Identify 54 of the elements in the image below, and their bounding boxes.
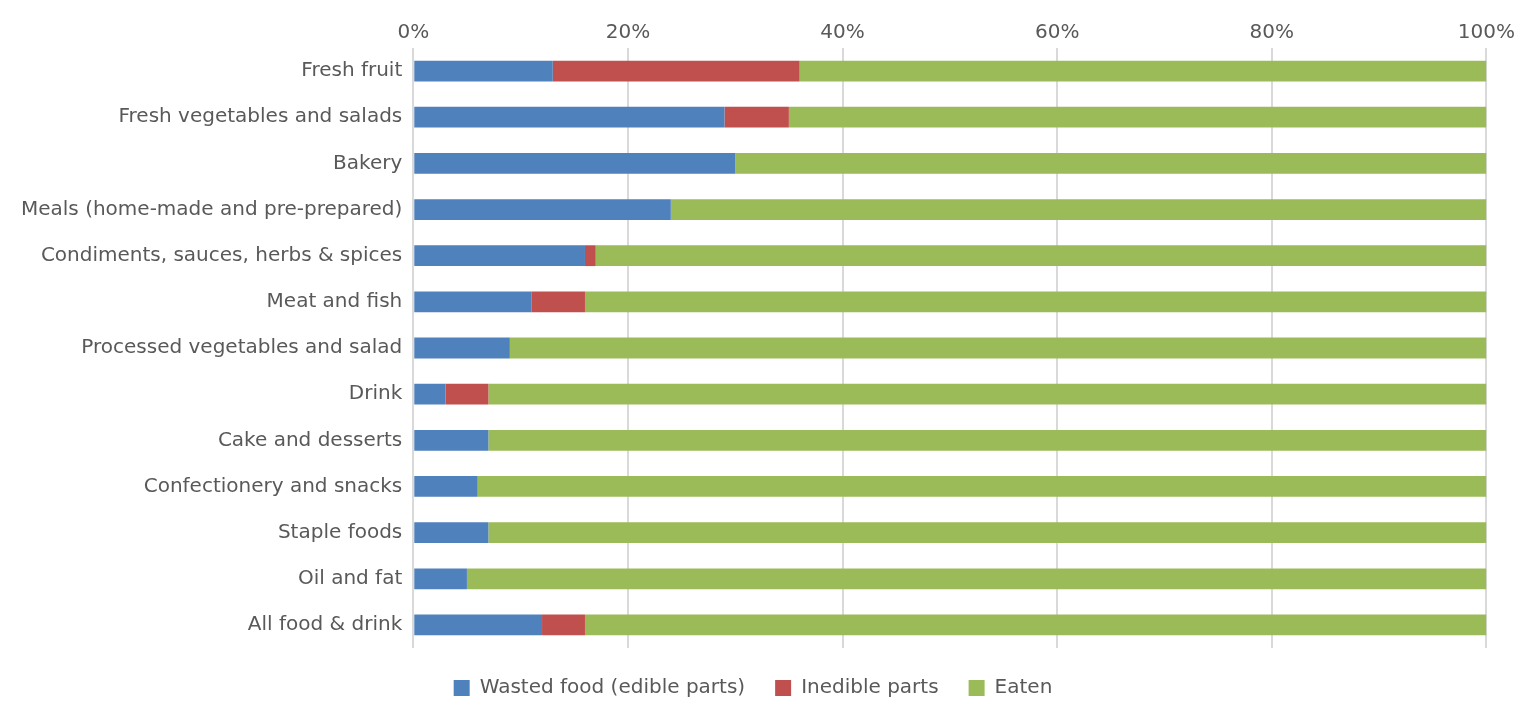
bar [724,106,789,128]
bar [414,153,736,174]
y-tick-label: Staple foods [277,518,403,543]
bar [414,568,467,590]
y-tick-label: Condiments, sauces, herbs & spices [40,241,403,266]
bar [735,153,1487,174]
y-tick-label: Fresh vegetables and salads [118,103,403,128]
y-tick-label: Cake and desserts [217,426,403,451]
legend-label: Inedible parts [801,674,939,699]
y-tick-label: Processed vegetables and salad [81,334,403,359]
bar [414,245,585,267]
bar [788,106,1487,128]
y-tick-label: Meat and fish [266,288,403,313]
bar [595,245,1487,267]
y-tick-label: Drink [348,380,403,405]
bar [414,106,725,128]
legend-label: Wasted food (edible parts) [479,674,746,699]
x-tick-label: 80% [1249,19,1295,44]
bar [414,337,510,359]
x-tick-label: 0% [397,19,430,44]
x-tick-label: 100% [1457,19,1515,44]
y-tick-label: Oil and fat [297,564,403,589]
bar [799,60,1487,82]
x-tick-label: 20% [605,19,651,44]
x-tick-label: 60% [1034,19,1080,44]
y-tick-label: Confectionery and snacks [143,472,403,497]
bar [414,522,489,543]
bar [552,60,800,82]
bar [531,291,585,313]
y-tick-label: All food & drink [247,611,403,636]
bar [477,476,1487,497]
bar [414,614,543,636]
x-tick-label: 40% [820,19,865,44]
y-tick-label: Fresh fruit [301,57,403,82]
y-tick-label: Bakery [333,149,403,174]
bar [488,522,1487,543]
bar [488,429,1487,451]
bar [414,199,671,220]
bar [414,429,489,451]
bar [670,199,1487,220]
bar [542,614,585,636]
bar [414,383,446,405]
bar [488,383,1487,405]
bar [509,337,1487,359]
bar [466,568,1487,590]
bar [414,291,532,313]
y-tick-label: Meals (home-made and pre-prepared) [20,195,403,220]
bar [445,383,489,405]
bar [584,614,1487,636]
legend-label: Eaten [994,674,1053,699]
bar [414,476,478,497]
bar [414,60,553,82]
bar [584,245,596,267]
bar [584,291,1487,313]
